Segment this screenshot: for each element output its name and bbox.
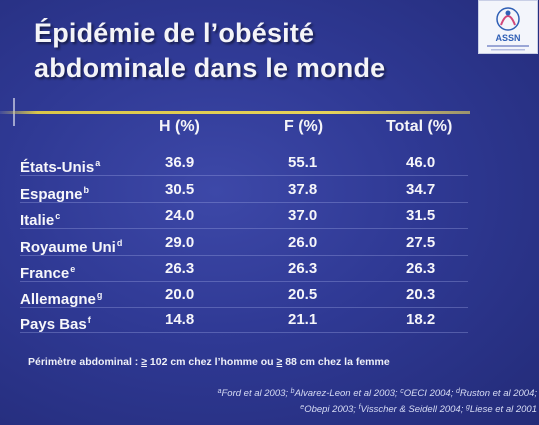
country-cell: États-Unisa <box>20 158 101 176</box>
header-h: H (%) <box>159 118 200 135</box>
row-divider <box>20 255 468 256</box>
header-total: Total (%) <box>386 118 453 135</box>
assn-logo: ASSN <box>478 0 538 54</box>
country-cell: Pays Basf <box>20 315 91 333</box>
table-row: Italiec 24.0 37.0 31.5 <box>20 205 490 229</box>
f-cell: 26.3 <box>288 260 318 277</box>
logo-text: ASSN <box>495 33 520 43</box>
references-line-2: eObepi 2003; fVisscher & Seidell 2004; g… <box>300 404 537 415</box>
logo-graphic: ASSN <box>487 7 529 51</box>
table-row: Allemagneg 20.0 20.5 20.3 <box>20 284 490 308</box>
row-divider <box>20 281 468 282</box>
country-cell: Francee <box>20 264 76 282</box>
f-cell: 20.5 <box>288 286 318 303</box>
table-row: Royaume Unid 29.0 26.0 27.5 <box>20 232 490 256</box>
title-line-1: Épidémie de l’obésité <box>34 18 315 48</box>
country-cell: Italiec <box>20 211 61 229</box>
row-divider <box>20 332 468 333</box>
f-cell: 37.0 <box>288 207 318 224</box>
table-row: États-Unisa 36.9 55.1 46.0 <box>20 152 490 176</box>
title-line-2: abdominale dans le monde <box>34 53 386 83</box>
h-cell: 29.0 <box>165 234 195 251</box>
table-row: Francee 26.3 26.3 26.3 <box>20 258 490 282</box>
h-cell: 30.5 <box>165 181 195 198</box>
row-divider <box>20 228 468 229</box>
row-divider <box>20 175 468 176</box>
f-cell: 55.1 <box>288 154 318 171</box>
total-cell: 34.7 <box>406 181 436 198</box>
title-rule <box>0 111 470 114</box>
h-cell: 14.8 <box>165 311 195 328</box>
h-cell: 26.3 <box>165 260 195 277</box>
total-cell: 27.5 <box>406 234 436 251</box>
table-row: Espagneb 30.5 37.8 34.7 <box>20 179 490 203</box>
country-cell: Allemagneg <box>20 290 103 308</box>
total-cell: 46.0 <box>406 154 436 171</box>
h-cell: 20.0 <box>165 286 195 303</box>
total-cell: 31.5 <box>406 207 436 224</box>
table-row: Pays Basf 14.8 21.1 18.2 <box>20 309 490 333</box>
f-cell: 26.0 <box>288 234 318 251</box>
country-cell: Espagneb <box>20 185 90 203</box>
references-line-1: aFord et al 2003; bAlvarez-Leon et al 20… <box>217 388 537 399</box>
waist-circumference-note: Périmètre abdominal : ≥ 102 cm chez l’ho… <box>28 356 390 368</box>
row-divider <box>20 202 468 203</box>
h-cell: 36.9 <box>165 154 195 171</box>
header-f: F (%) <box>284 118 324 135</box>
f-cell: 37.8 <box>288 181 318 198</box>
h-cell: 24.0 <box>165 207 195 224</box>
country-cell: Royaume Unid <box>20 238 123 256</box>
total-cell: 18.2 <box>406 311 436 328</box>
references: aFord et al 2003; bAlvarez-Leon et al 20… <box>97 385 537 417</box>
row-divider <box>20 307 468 308</box>
total-cell: 26.3 <box>406 260 436 277</box>
f-cell: 21.1 <box>288 311 318 328</box>
total-cell: 20.3 <box>406 286 436 303</box>
slide-title: Épidémie de l’obésité abdominale dans le… <box>34 16 385 86</box>
